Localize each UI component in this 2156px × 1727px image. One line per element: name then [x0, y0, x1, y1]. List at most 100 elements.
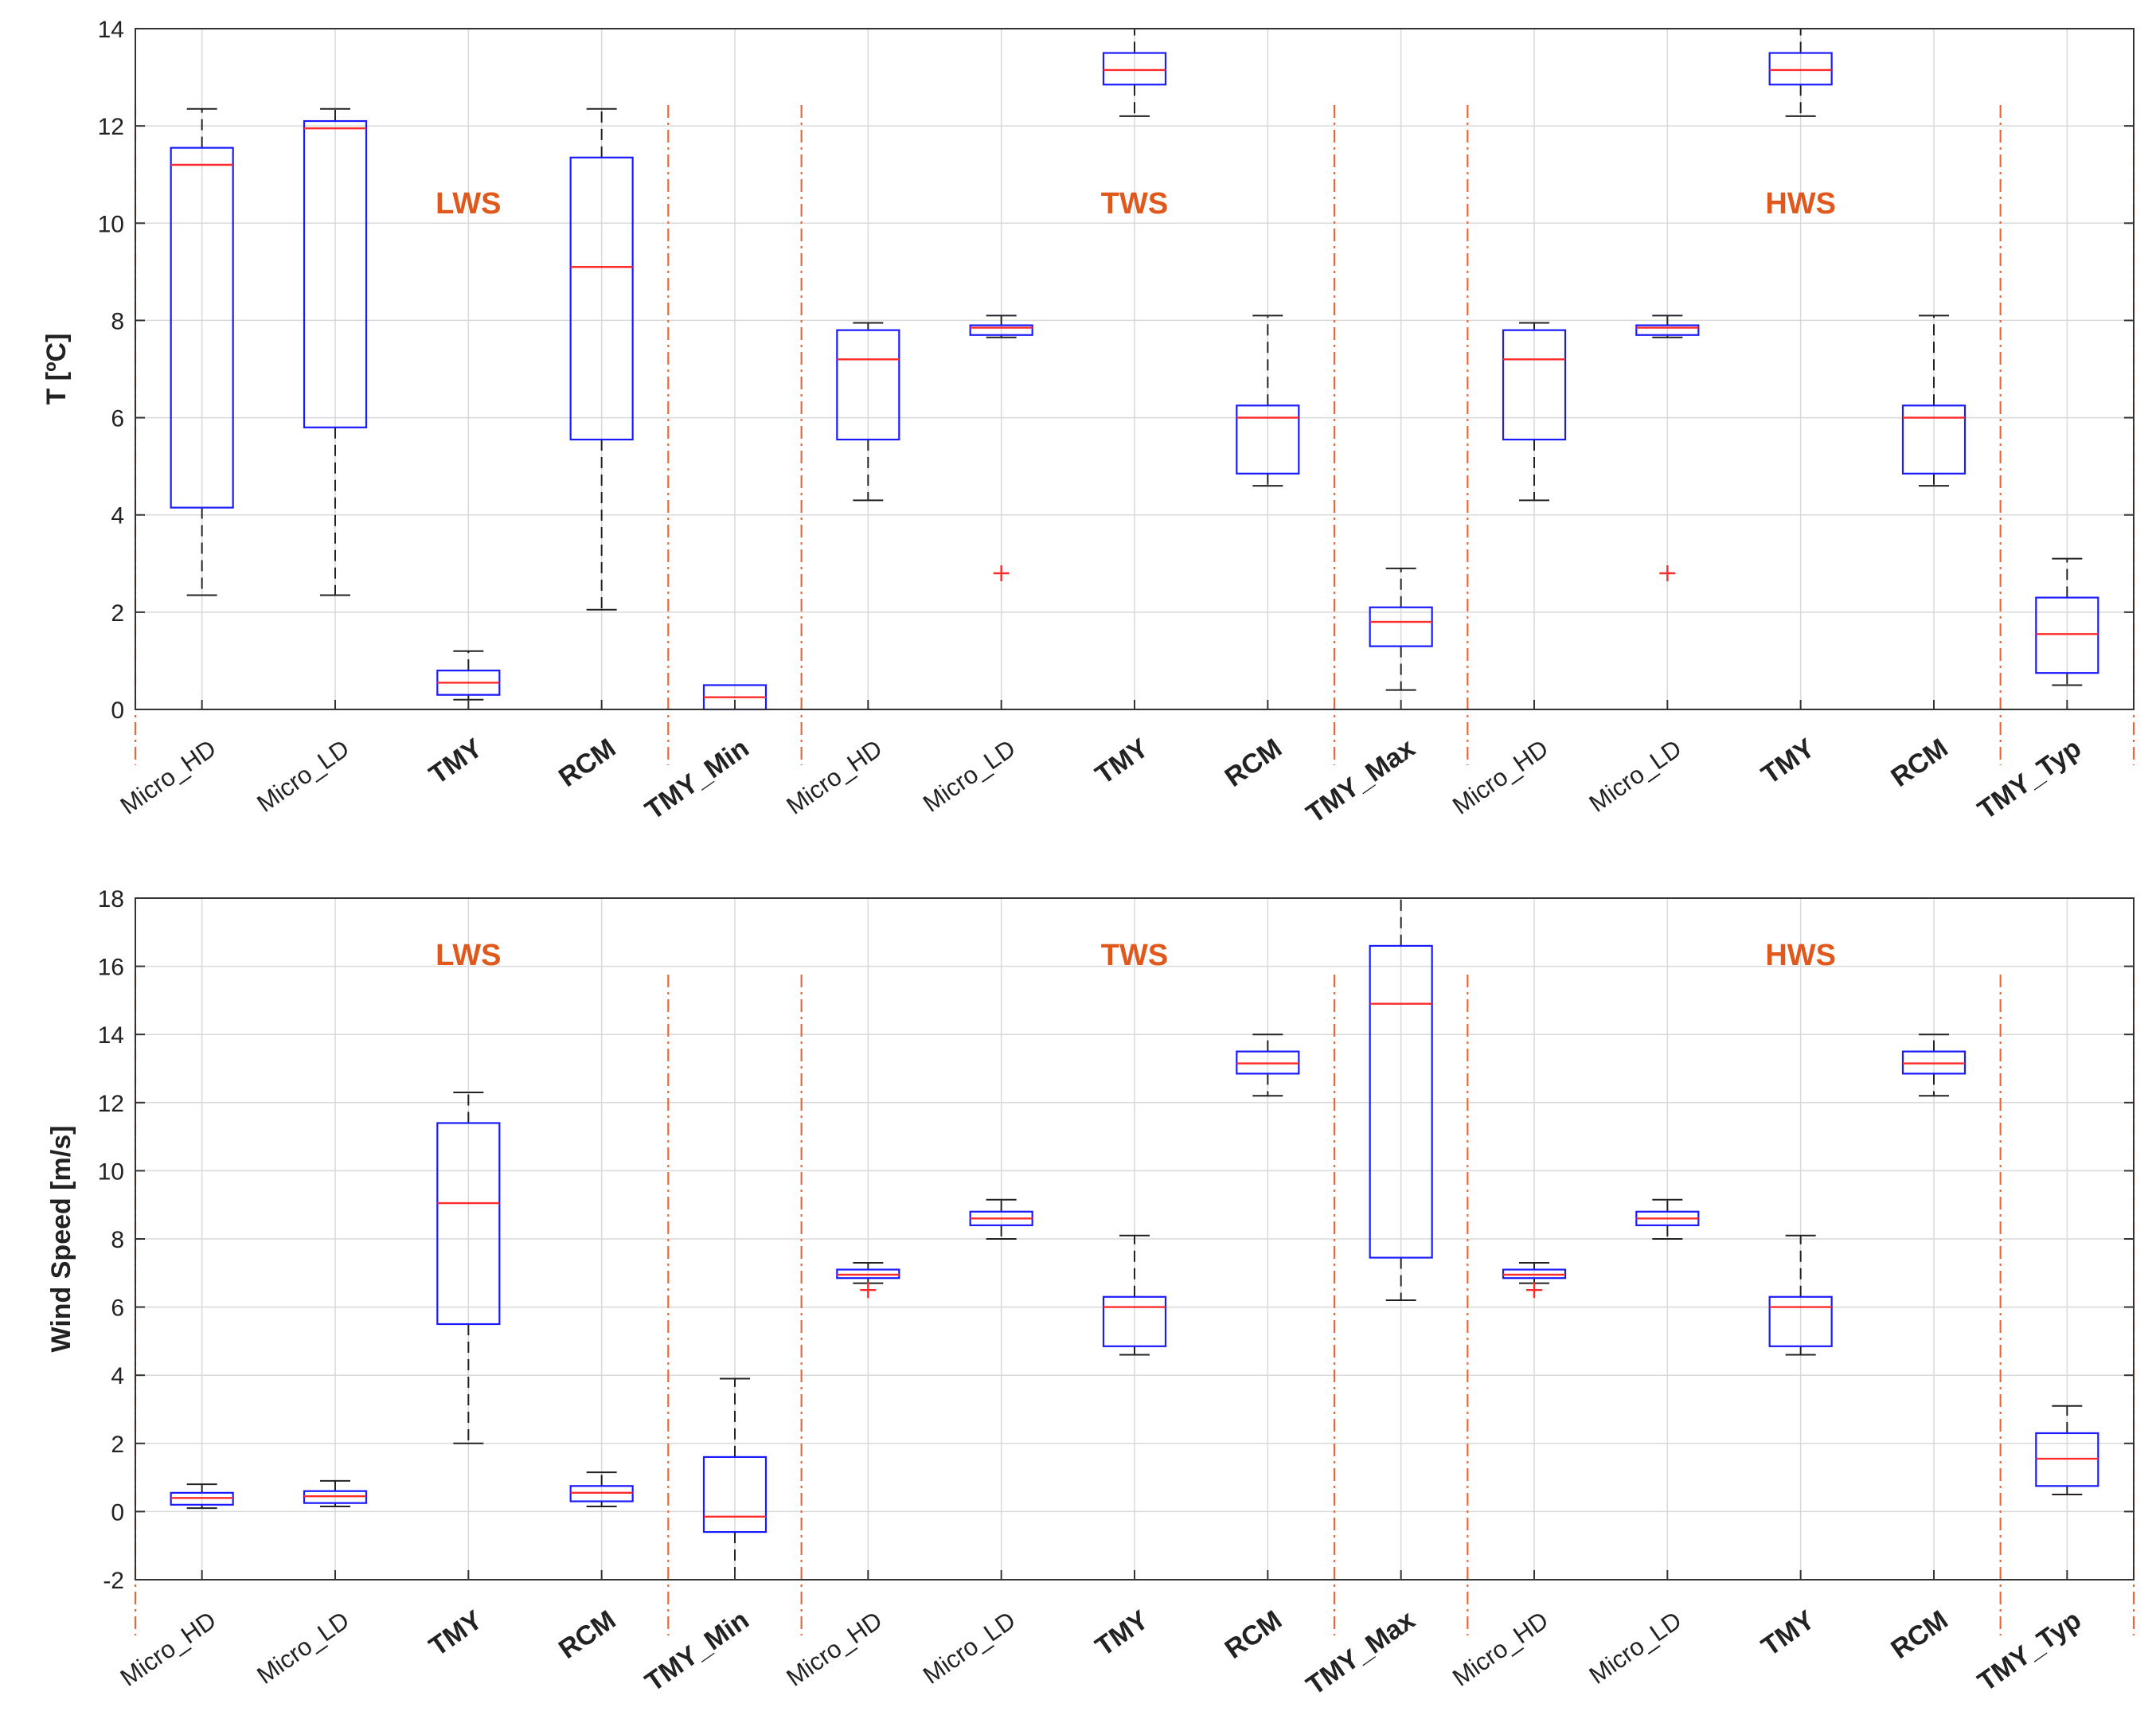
y-tick-label: 10	[98, 1158, 124, 1185]
box-12-micro-ld	[1635, 1198, 1700, 1240]
x-tick-label: Micro_LD	[1584, 734, 1687, 818]
group-label-hws: HWS	[1765, 939, 1836, 972]
iqr-box	[969, 324, 1033, 336]
outlier-marker	[993, 565, 1010, 581]
y-tick-label: 14	[98, 1022, 124, 1049]
box-2-micro-ld	[303, 1479, 368, 1507]
iqr-box	[1768, 1295, 1833, 1347]
y-axis: 0 2 4 6 8 10 12 14	[98, 17, 2134, 724]
y-tick-label: 8	[111, 308, 124, 334]
box-1-micro-hd	[170, 107, 234, 596]
y-tick-label: 0	[111, 697, 124, 724]
group-label-hws: HWS	[1765, 187, 1836, 221]
box-14-rcm	[1901, 1033, 1967, 1097]
outlier-marker	[1659, 565, 1676, 581]
box-7-micro-ld	[969, 315, 1033, 581]
y-tick-label: 2	[111, 600, 124, 627]
iqr-box	[1901, 404, 1967, 475]
x-tick-label: Micro_LD	[252, 1606, 354, 1690]
y-tick-label: 4	[111, 503, 124, 529]
x-tick-label: RCM	[1885, 1604, 1953, 1665]
iqr-box	[1502, 329, 1567, 441]
group-label-lws: LWS	[435, 187, 501, 221]
box-4-rcm	[569, 1471, 634, 1507]
x-tick-label: Micro_HD	[781, 1606, 887, 1692]
iqr-box	[436, 1122, 501, 1326]
y-tick-label: 12	[98, 114, 124, 140]
iqr-box	[1236, 404, 1300, 475]
x-tick-label: Micro_HD	[115, 734, 221, 820]
x-tick-label: TMY	[424, 1604, 488, 1662]
x-tick-label: Micro_HD	[1447, 1606, 1553, 1692]
iqr-box	[1768, 52, 1833, 86]
box-9-rcm	[1236, 315, 1300, 487]
x-tick-label: RCM	[1885, 733, 1953, 793]
x-tick-label: TMY_Min	[640, 733, 755, 826]
box-14-rcm	[1901, 315, 1967, 487]
x-tick-label: TMY_Typ	[1972, 1604, 2087, 1697]
box-11-micro-hd	[1502, 1261, 1567, 1299]
y-axis-title: Wind Speed [m/s]	[46, 1126, 76, 1353]
y-tick-label: -2	[103, 1568, 124, 1594]
box-6-micro-hd	[836, 322, 900, 502]
iqr-box	[1369, 944, 1433, 1259]
outlier-marker	[860, 1282, 877, 1299]
iqr-box	[1369, 606, 1433, 647]
x-tick-label: TMY	[1090, 1604, 1154, 1662]
x-tick-label: TMY_Max	[1301, 733, 1420, 829]
x-tick-label: TMY	[424, 733, 488, 790]
y-tick-label: 0	[111, 1499, 124, 1526]
y-tick-label: 4	[111, 1363, 124, 1389]
y-axis-title: T [ºC]	[41, 334, 72, 405]
y-tick-label: 14	[98, 17, 124, 43]
y-tick-label: 2	[111, 1432, 124, 1458]
y-tick-label: 18	[98, 886, 124, 912]
x-tick-label: Micro_HD	[1447, 734, 1553, 820]
iqr-box	[1102, 1295, 1167, 1347]
x-tick-label: TMY_Typ	[1972, 733, 2087, 825]
y-tick-label: 6	[111, 1295, 124, 1322]
x-axis-labels: Micro_HD Micro_LD TMY RCM TMY_Min Micro_HD Mic…	[115, 733, 2087, 829]
iqr-box	[702, 1455, 767, 1534]
iqr-box	[1102, 52, 1167, 86]
iqr-box	[1635, 324, 1700, 336]
y-tick-label: 10	[98, 211, 124, 237]
box-4-rcm	[569, 107, 634, 611]
x-tick-label: Micro_LD	[918, 1606, 1021, 1690]
box-9-rcm	[1236, 1033, 1300, 1097]
x-tick-label: RCM	[553, 1604, 621, 1665]
box-11-micro-hd	[1502, 322, 1567, 502]
y-axis: -2 0 2 4 6 8 10 12 14 16 18	[98, 886, 2134, 1594]
box-2-micro-ld	[303, 107, 368, 596]
iqr-box	[836, 329, 900, 441]
x-tick-label: Micro_HD	[781, 734, 887, 820]
x-tick-label: RCM	[1220, 733, 1287, 793]
iqr-box	[569, 156, 634, 441]
box-3-tmy	[436, 650, 501, 701]
box-1-micro-hd	[170, 1483, 234, 1510]
box-3-tmy	[436, 1091, 501, 1444]
x-tick-label: RCM	[553, 733, 621, 793]
x-tick-label: TMY_Min	[640, 1604, 755, 1698]
box-6-micro-hd	[836, 1261, 900, 1299]
iqr-box	[2035, 596, 2099, 674]
box-8-tmy	[1102, 1234, 1167, 1356]
box-15-tmy-typ	[2035, 1405, 2099, 1495]
x-tick-label: Micro_LD	[918, 734, 1021, 818]
x-tick-label: Micro_LD	[1584, 1606, 1687, 1690]
iqr-box	[170, 147, 234, 509]
x-tick-label: Micro_HD	[115, 1606, 221, 1692]
x-tick-label: TMY	[1090, 733, 1154, 790]
y-tick-label: 6	[111, 406, 124, 432]
x-tick-label: Micro_LD	[252, 734, 354, 818]
x-tick-label: TMY	[1756, 733, 1821, 790]
x-tick-label: RCM	[1220, 1604, 1287, 1665]
group-label-lws: LWS	[435, 939, 501, 972]
wind-speed-boxplot-panel: LWS TWS HWS -2 0 2 4 6 8 10 12 14 16 18 Wind Speed [m/…	[46, 886, 2135, 1702]
box-10-tmy-max	[1369, 567, 1433, 691]
group-label-tws: TWS	[1101, 939, 1168, 972]
box-15-tmy-typ	[2035, 557, 2099, 686]
outlier-marker	[1526, 1282, 1542, 1299]
x-tick-label: TMY_Max	[1301, 1604, 1420, 1701]
